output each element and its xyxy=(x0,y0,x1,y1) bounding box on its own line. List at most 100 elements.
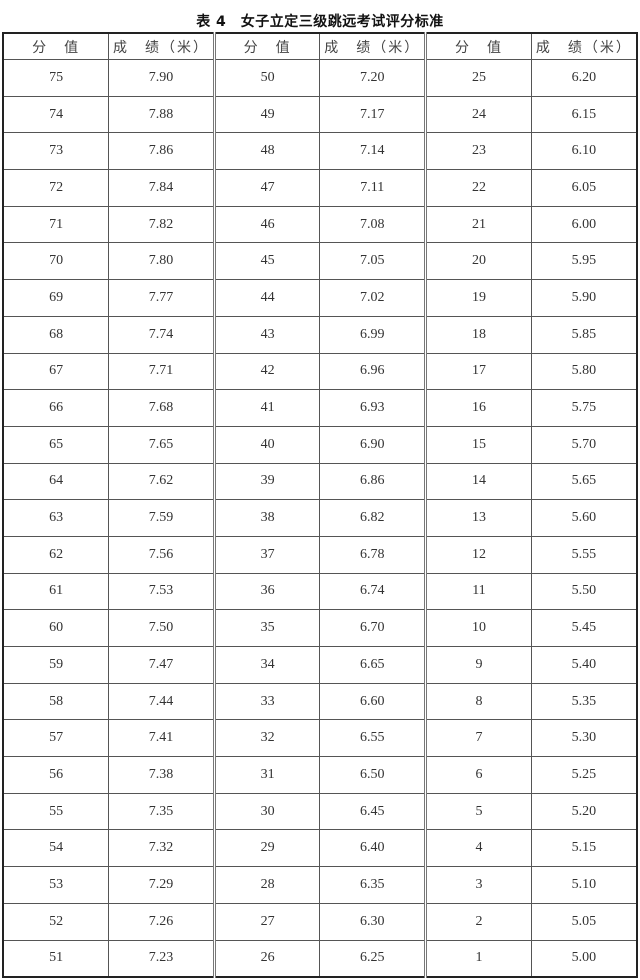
score-cell: 56 xyxy=(2,756,110,794)
result-cell: 5.20 xyxy=(530,792,638,831)
result-cell: 5.60 xyxy=(530,499,638,537)
score-cell: 73 xyxy=(2,132,110,171)
result-cell: 7.23 xyxy=(108,939,215,978)
result-cell: 5.65 xyxy=(530,462,638,501)
result-cell: 6.35 xyxy=(319,866,427,904)
result-cell: 7.90 xyxy=(108,59,215,97)
result-cell: 6.50 xyxy=(319,756,427,794)
result-cell: 5.10 xyxy=(530,866,638,904)
score-cell: 68 xyxy=(2,315,110,354)
table-row: 74 7.88 49 7.17 24 6.15 xyxy=(2,95,638,134)
result-cell: 6.78 xyxy=(319,535,427,574)
score-cell: 31 xyxy=(212,756,321,794)
result-cell: 7.80 xyxy=(108,242,215,281)
score-cell: 53 xyxy=(2,866,110,904)
score-cell: 13 xyxy=(424,499,532,537)
scoring-table: 分 值 成 绩（米） 分 值 成 绩（米） 分 值 成 绩（米） 75 7.90 5… xyxy=(2,32,638,979)
result-cell: 5.45 xyxy=(530,609,638,647)
result-cell: 6.20 xyxy=(530,59,638,97)
score-cell: 19 xyxy=(424,279,532,317)
score-cell: 65 xyxy=(2,425,110,464)
result-cell: 7.05 xyxy=(319,242,427,281)
score-cell: 15 xyxy=(424,425,532,464)
table-row: 51 7.23 26 6.25 1 5.00 xyxy=(2,939,638,978)
score-cell: 35 xyxy=(212,609,321,647)
result-cell: 5.05 xyxy=(530,902,638,941)
result-cell: 7.29 xyxy=(108,866,215,904)
table-row: 68 7.74 43 6.99 18 5.85 xyxy=(2,315,638,354)
score-cell: 75 xyxy=(2,59,110,97)
score-cell: 17 xyxy=(424,352,532,391)
result-cell: 5.95 xyxy=(530,242,638,281)
score-cell: 40 xyxy=(212,425,321,464)
table-row: 58 7.44 33 6.60 8 5.35 xyxy=(2,682,638,721)
score-cell: 42 xyxy=(212,352,321,391)
result-cell: 7.38 xyxy=(108,756,215,794)
result-cell: 5.50 xyxy=(530,572,638,611)
table-row: 59 7.47 34 6.65 9 5.40 xyxy=(2,646,638,684)
table-row: 56 7.38 31 6.50 6 5.25 xyxy=(2,756,638,794)
score-cell: 55 xyxy=(2,792,110,831)
score-cell: 61 xyxy=(2,572,110,611)
result-cell: 7.88 xyxy=(108,95,215,134)
result-cell: 7.50 xyxy=(108,609,215,647)
result-cell: 7.53 xyxy=(108,572,215,611)
result-cell: 6.93 xyxy=(319,389,427,427)
result-cell: 7.35 xyxy=(108,792,215,831)
score-cell: 4 xyxy=(424,829,532,868)
score-cell: 47 xyxy=(212,169,321,207)
table-row: 72 7.84 47 7.11 22 6.05 xyxy=(2,169,638,207)
table-row: 55 7.35 30 6.45 5 5.20 xyxy=(2,792,638,831)
result-cell: 7.17 xyxy=(319,95,427,134)
header-score: 分 值 xyxy=(212,32,321,60)
score-cell: 27 xyxy=(212,902,321,941)
score-cell: 20 xyxy=(424,242,532,281)
result-cell: 5.35 xyxy=(530,682,638,721)
header-score: 分 值 xyxy=(2,32,110,60)
score-cell: 18 xyxy=(424,315,532,354)
table-row: 75 7.90 50 7.20 25 6.20 xyxy=(2,59,638,97)
score-cell: 6 xyxy=(424,756,532,794)
score-cell: 60 xyxy=(2,609,110,647)
result-cell: 6.15 xyxy=(530,95,638,134)
table-row: 71 7.82 46 7.08 21 6.00 xyxy=(2,205,638,244)
table-body: 75 7.90 50 7.20 25 6.20 74 7.88 49 7.17 24 6.15 73 7.… xyxy=(2,59,638,978)
score-cell: 10 xyxy=(424,609,532,647)
result-cell: 6.74 xyxy=(319,572,427,611)
result-cell: 6.82 xyxy=(319,499,427,537)
result-cell: 7.47 xyxy=(108,646,215,684)
result-cell: 6.96 xyxy=(319,352,427,391)
result-cell: 7.82 xyxy=(108,205,215,244)
table-row: 73 7.86 48 7.14 23 6.10 xyxy=(2,132,638,171)
score-cell: 36 xyxy=(212,572,321,611)
result-cell: 6.45 xyxy=(319,792,427,831)
score-cell: 5 xyxy=(424,792,532,831)
result-cell: 7.71 xyxy=(108,352,215,391)
table-row: 52 7.26 27 6.30 2 5.05 xyxy=(2,902,638,941)
table-row: 61 7.53 36 6.74 11 5.50 xyxy=(2,572,638,611)
result-cell: 5.30 xyxy=(530,719,638,758)
score-cell: 62 xyxy=(2,535,110,574)
result-cell: 6.60 xyxy=(319,682,427,721)
score-cell: 2 xyxy=(424,902,532,941)
score-cell: 72 xyxy=(2,169,110,207)
score-cell: 7 xyxy=(424,719,532,758)
result-cell: 6.99 xyxy=(319,315,427,354)
table-row: 65 7.65 40 6.90 15 5.70 xyxy=(2,425,638,464)
result-cell: 6.05 xyxy=(530,169,638,207)
table-row: 60 7.50 35 6.70 10 5.45 xyxy=(2,609,638,647)
score-cell: 8 xyxy=(424,682,532,721)
score-cell: 70 xyxy=(2,242,110,281)
header-row: 分 值 成 绩（米） 分 值 成 绩（米） 分 值 成 绩（米） xyxy=(2,32,638,60)
table-row: 64 7.62 39 6.86 14 5.65 xyxy=(2,462,638,501)
score-cell: 51 xyxy=(2,939,110,978)
score-cell: 25 xyxy=(424,59,532,97)
table-row: 54 7.32 29 6.40 4 5.15 xyxy=(2,829,638,868)
result-cell: 6.25 xyxy=(319,939,427,978)
result-cell: 5.85 xyxy=(530,315,638,354)
table-row: 67 7.71 42 6.96 17 5.80 xyxy=(2,352,638,391)
score-cell: 57 xyxy=(2,719,110,758)
table-row: 53 7.29 28 6.35 3 5.10 xyxy=(2,866,638,904)
score-cell: 1 xyxy=(424,939,532,978)
result-cell: 7.62 xyxy=(108,462,215,501)
